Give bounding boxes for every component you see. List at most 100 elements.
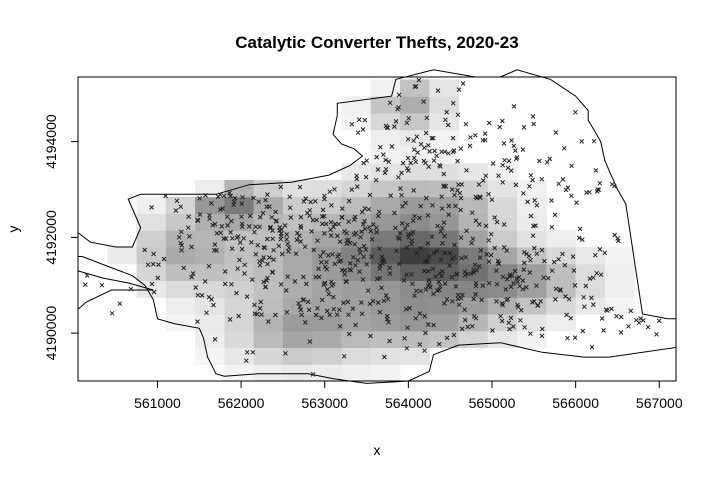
theft-point <box>381 298 387 304</box>
theft-point <box>363 174 369 180</box>
theft-point <box>525 199 530 205</box>
theft-point <box>219 224 225 229</box>
theft-point <box>342 228 347 234</box>
theft-point <box>520 286 526 292</box>
density-cell <box>487 163 518 181</box>
theft-point <box>353 322 358 328</box>
theft-point <box>225 223 230 228</box>
theft-point <box>284 309 290 315</box>
theft-point <box>618 330 624 335</box>
points-layer <box>82 77 662 377</box>
theft-point <box>483 173 489 179</box>
theft-point <box>193 285 199 290</box>
theft-point <box>417 342 423 347</box>
theft-point <box>313 312 319 318</box>
density-cell <box>165 247 196 265</box>
theft-point <box>383 293 389 298</box>
theft-point <box>330 281 336 287</box>
density-cell <box>429 79 460 97</box>
theft-point <box>346 237 351 243</box>
theft-point <box>253 251 259 257</box>
theft-point <box>228 218 234 224</box>
theft-point <box>449 187 455 192</box>
density-cell <box>487 314 518 332</box>
theft-point <box>320 250 326 255</box>
density-cell <box>370 146 401 164</box>
theft-point <box>628 308 634 314</box>
theft-point <box>418 245 424 251</box>
theft-point <box>404 345 410 351</box>
theft-point <box>239 214 244 220</box>
theft-point <box>311 247 317 253</box>
theft-point <box>422 313 428 319</box>
theft-point <box>324 259 329 265</box>
theft-point <box>357 250 363 256</box>
theft-point <box>599 316 605 321</box>
density-cell <box>341 330 372 348</box>
theft-point <box>589 344 595 350</box>
theft-point <box>342 267 348 273</box>
theft-point <box>270 228 275 233</box>
theft-point <box>370 222 376 227</box>
theft-point <box>527 270 533 275</box>
theft-point <box>437 283 443 289</box>
theft-point <box>572 335 578 340</box>
density-cell <box>165 280 196 298</box>
theft-point <box>412 84 418 90</box>
theft-point <box>178 204 184 210</box>
theft-point <box>486 120 492 126</box>
theft-point <box>324 266 330 272</box>
theft-point <box>452 192 457 198</box>
density-cell <box>312 213 342 231</box>
theft-point <box>163 193 168 199</box>
theft-point <box>237 240 243 245</box>
density-cell <box>195 314 225 332</box>
theft-point <box>462 317 468 323</box>
theft-point <box>285 274 291 280</box>
theft-point <box>239 201 245 206</box>
theft-point <box>472 262 478 268</box>
theft-point <box>564 312 569 318</box>
density-cell <box>253 247 284 265</box>
density-cell <box>370 230 401 248</box>
theft-point <box>505 296 511 302</box>
theft-point <box>499 318 505 324</box>
density-cell <box>546 314 577 332</box>
theft-point <box>322 280 328 286</box>
density-cell <box>165 314 196 332</box>
theft-point <box>504 248 510 254</box>
theft-point <box>387 271 393 276</box>
theft-point <box>441 184 446 189</box>
theft-point <box>369 237 375 242</box>
theft-point <box>343 279 349 284</box>
theft-point <box>590 275 596 281</box>
theft-point <box>316 274 322 280</box>
theft-point <box>254 311 260 317</box>
theft-point <box>451 148 457 153</box>
theft-point <box>494 219 500 225</box>
theft-point <box>486 237 492 243</box>
density-cell <box>517 280 547 298</box>
theft-point <box>413 83 419 89</box>
theft-point <box>458 195 464 201</box>
theft-point <box>327 189 333 195</box>
theft-point <box>511 104 517 109</box>
theft-point <box>530 233 536 239</box>
density-cell <box>195 263 225 281</box>
density-cell <box>370 129 401 147</box>
theft-point <box>405 155 411 161</box>
density-cell <box>341 163 372 181</box>
theft-point <box>440 241 445 246</box>
theft-point <box>501 245 507 250</box>
theft-point <box>258 299 264 305</box>
theft-point <box>199 293 205 298</box>
density-cell <box>370 196 401 214</box>
density-cell <box>575 247 606 265</box>
theft-point <box>393 119 399 124</box>
theft-point <box>455 158 460 164</box>
theft-point <box>534 283 539 289</box>
theft-point <box>418 288 424 294</box>
theft-point <box>411 188 417 193</box>
theft-point <box>500 162 506 168</box>
theft-point <box>476 222 482 227</box>
